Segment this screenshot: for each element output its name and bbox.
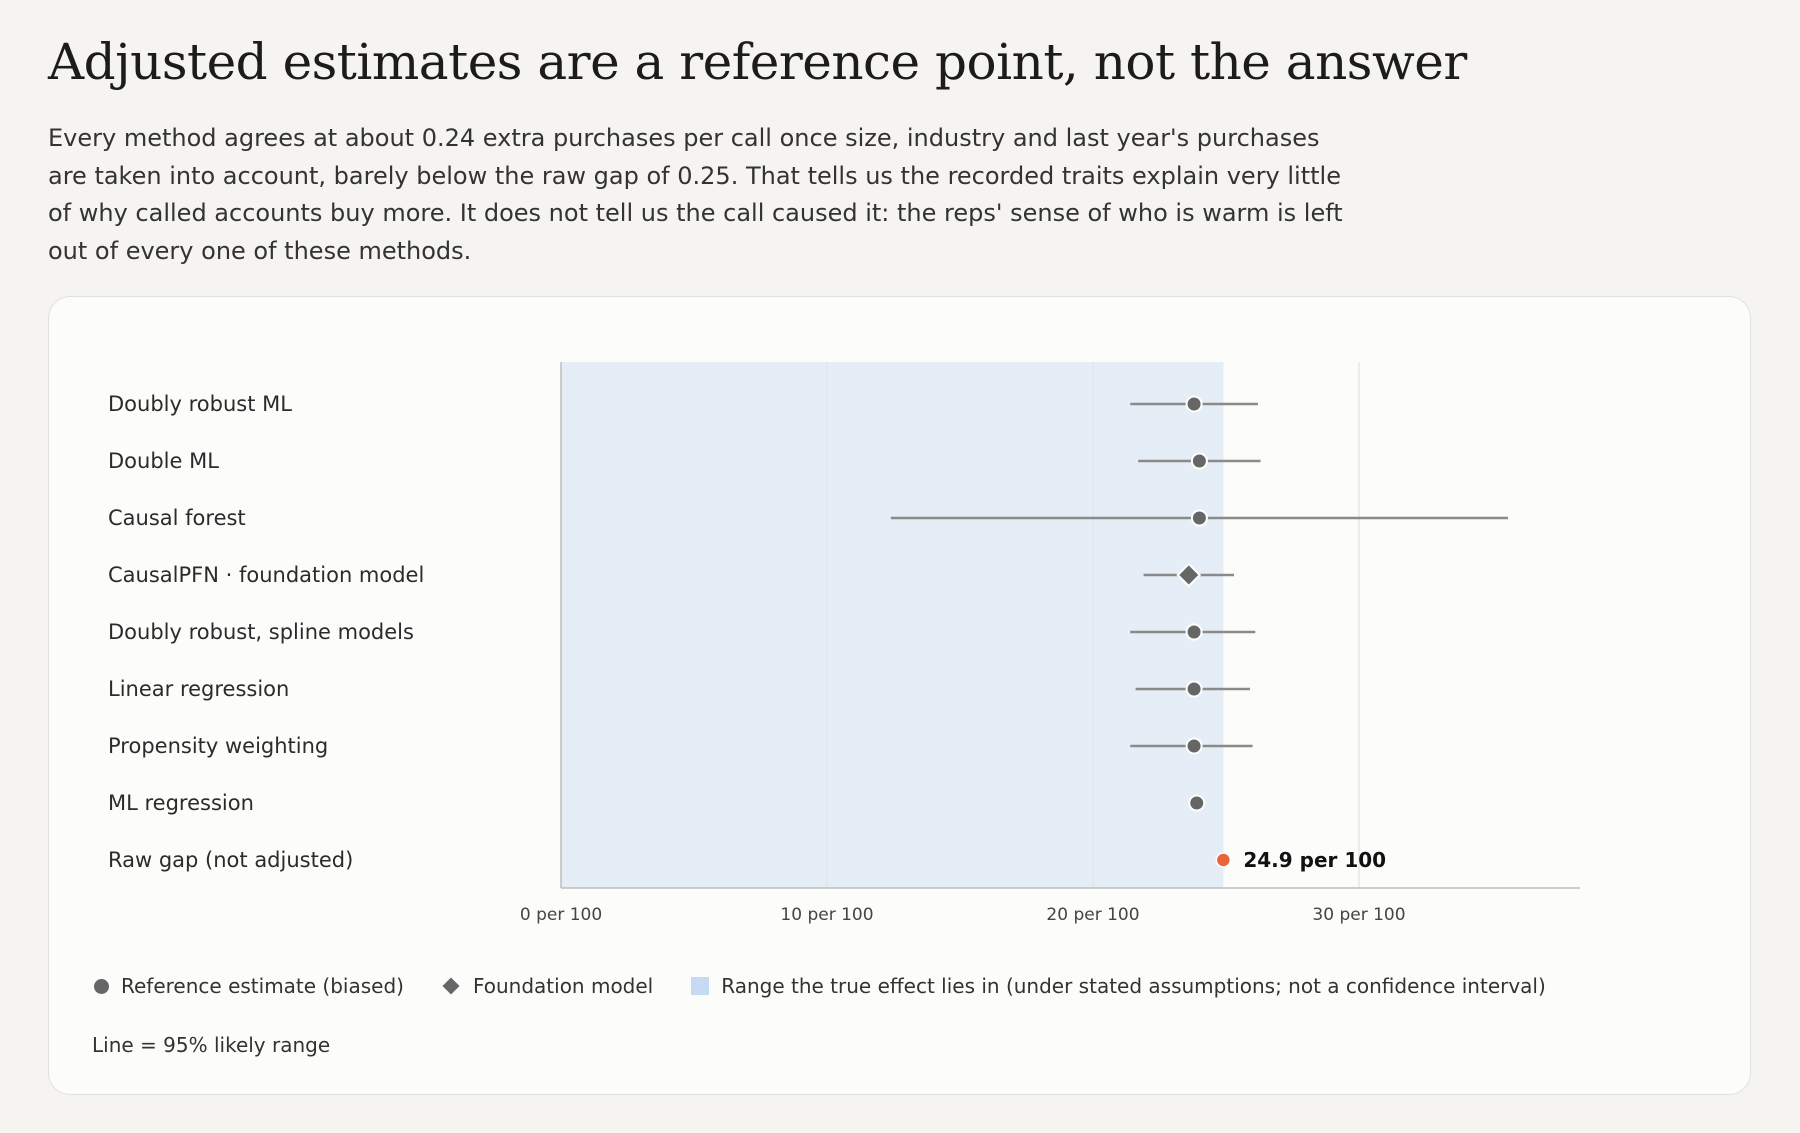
estimate-circle-marker — [1190, 452, 1208, 470]
chart-title: Adjusted estimates are a reference point… — [48, 33, 1467, 91]
row-label: Doubly robust ML — [108, 392, 292, 416]
row-label: Propensity weighting — [108, 734, 328, 758]
row-label: Linear regression — [108, 677, 289, 701]
circle-marker-icon — [94, 978, 109, 994]
row-label: Doubly robust, spline models — [108, 620, 414, 644]
chart-legend: Reference estimate (biased) Foundation m… — [94, 974, 1584, 998]
legend-label-range: Range the true effect lies in (under sta… — [721, 974, 1546, 998]
row-label: ML regression — [108, 791, 254, 815]
row-label: Causal forest — [108, 506, 246, 530]
chart-subtitle: Every method agrees at about 0.24 extra … — [48, 124, 1343, 265]
legend-item-reference: Reference estimate (biased) — [94, 974, 404, 998]
shaded-range-icon — [691, 977, 710, 995]
raw-gap-value-label: 24.9 per 100 — [1243, 848, 1386, 872]
interval-note: Line = 95% likely range — [92, 1033, 331, 1057]
x-tick-label: 0 per 100 — [520, 905, 602, 925]
x-tick-label: 20 per 100 — [1046, 905, 1139, 925]
estimate-circle-marker — [1185, 395, 1203, 413]
estimate-circle-marker — [1185, 680, 1203, 698]
true-effect-range — [561, 362, 1224, 888]
legend-item-range: Range the true effect lies in (under sta… — [691, 974, 1546, 998]
x-tick-label: 30 per 100 — [1312, 905, 1405, 925]
estimate-diamond-marker — [1176, 562, 1202, 588]
estimate-circle-marker — [1185, 737, 1203, 755]
legend-item-foundation: Foundation model — [442, 974, 653, 998]
raw-gap-marker — [1215, 852, 1232, 868]
chart-card — [48, 296, 1751, 1095]
x-tick-label: 10 per 100 — [780, 905, 873, 925]
legend-label-reference: Reference estimate (biased) — [121, 974, 404, 998]
row-label: CausalPFN · foundation model — [108, 563, 424, 587]
row-label: Raw gap (not adjusted) — [108, 848, 353, 872]
estimate-circle-marker — [1185, 623, 1203, 641]
estimate-circle-marker — [1188, 794, 1206, 812]
row-label: Double ML — [108, 449, 219, 473]
legend-label-foundation: Foundation model — [472, 974, 654, 998]
estimate-circle-marker — [1190, 509, 1208, 527]
diamond-marker-icon — [442, 977, 460, 995]
